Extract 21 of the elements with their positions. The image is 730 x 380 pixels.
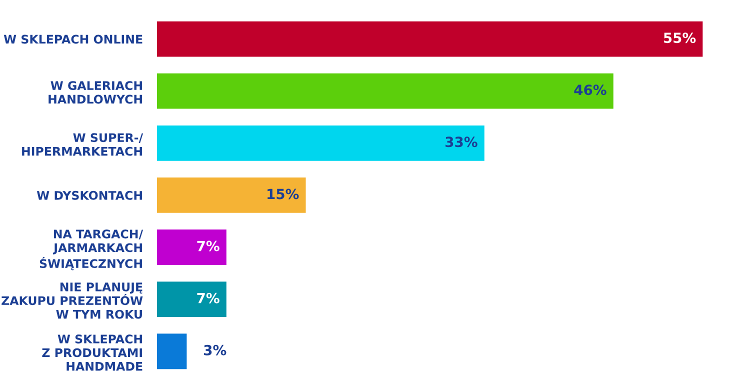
- y-tick-label: W DYSKONTACH: [36, 190, 142, 200]
- y-tick-label: W SUPER-/ HIPERMARKETACH: [22, 133, 144, 156]
- data-label: 55%: [664, 32, 696, 44]
- bar: [156, 230, 226, 265]
- y-tick-label: W SKLEPACH Z PRODUKTAMI HANDMADE: [42, 334, 142, 371]
- data-label: 15%: [268, 188, 299, 200]
- y-tick-label: NIE PLANUJĘ ZAKUPU PREZENTÓW W TYM ROKU: [2, 282, 143, 319]
- data-label: 7%: [197, 240, 220, 252]
- bar: [156, 178, 306, 213]
- bar: [156, 21, 703, 57]
- bar: [156, 125, 484, 161]
- y-tick-label: NA TARGACH/ JARMARKACH ŚWIĄTECZNYCH: [40, 230, 144, 270]
- bar: [156, 334, 187, 370]
- y-tick-label: W SKLEPACH ONLINE: [4, 34, 142, 44]
- bar: [156, 73, 614, 109]
- bar: [156, 282, 226, 318]
- data-label: 46%: [574, 84, 606, 96]
- data-label: 3%: [204, 344, 226, 356]
- y-tick-label: W GALERIACH HANDLOWYCH: [48, 81, 142, 104]
- data-label: 33%: [446, 136, 478, 148]
- data-label: 7%: [197, 292, 220, 304]
